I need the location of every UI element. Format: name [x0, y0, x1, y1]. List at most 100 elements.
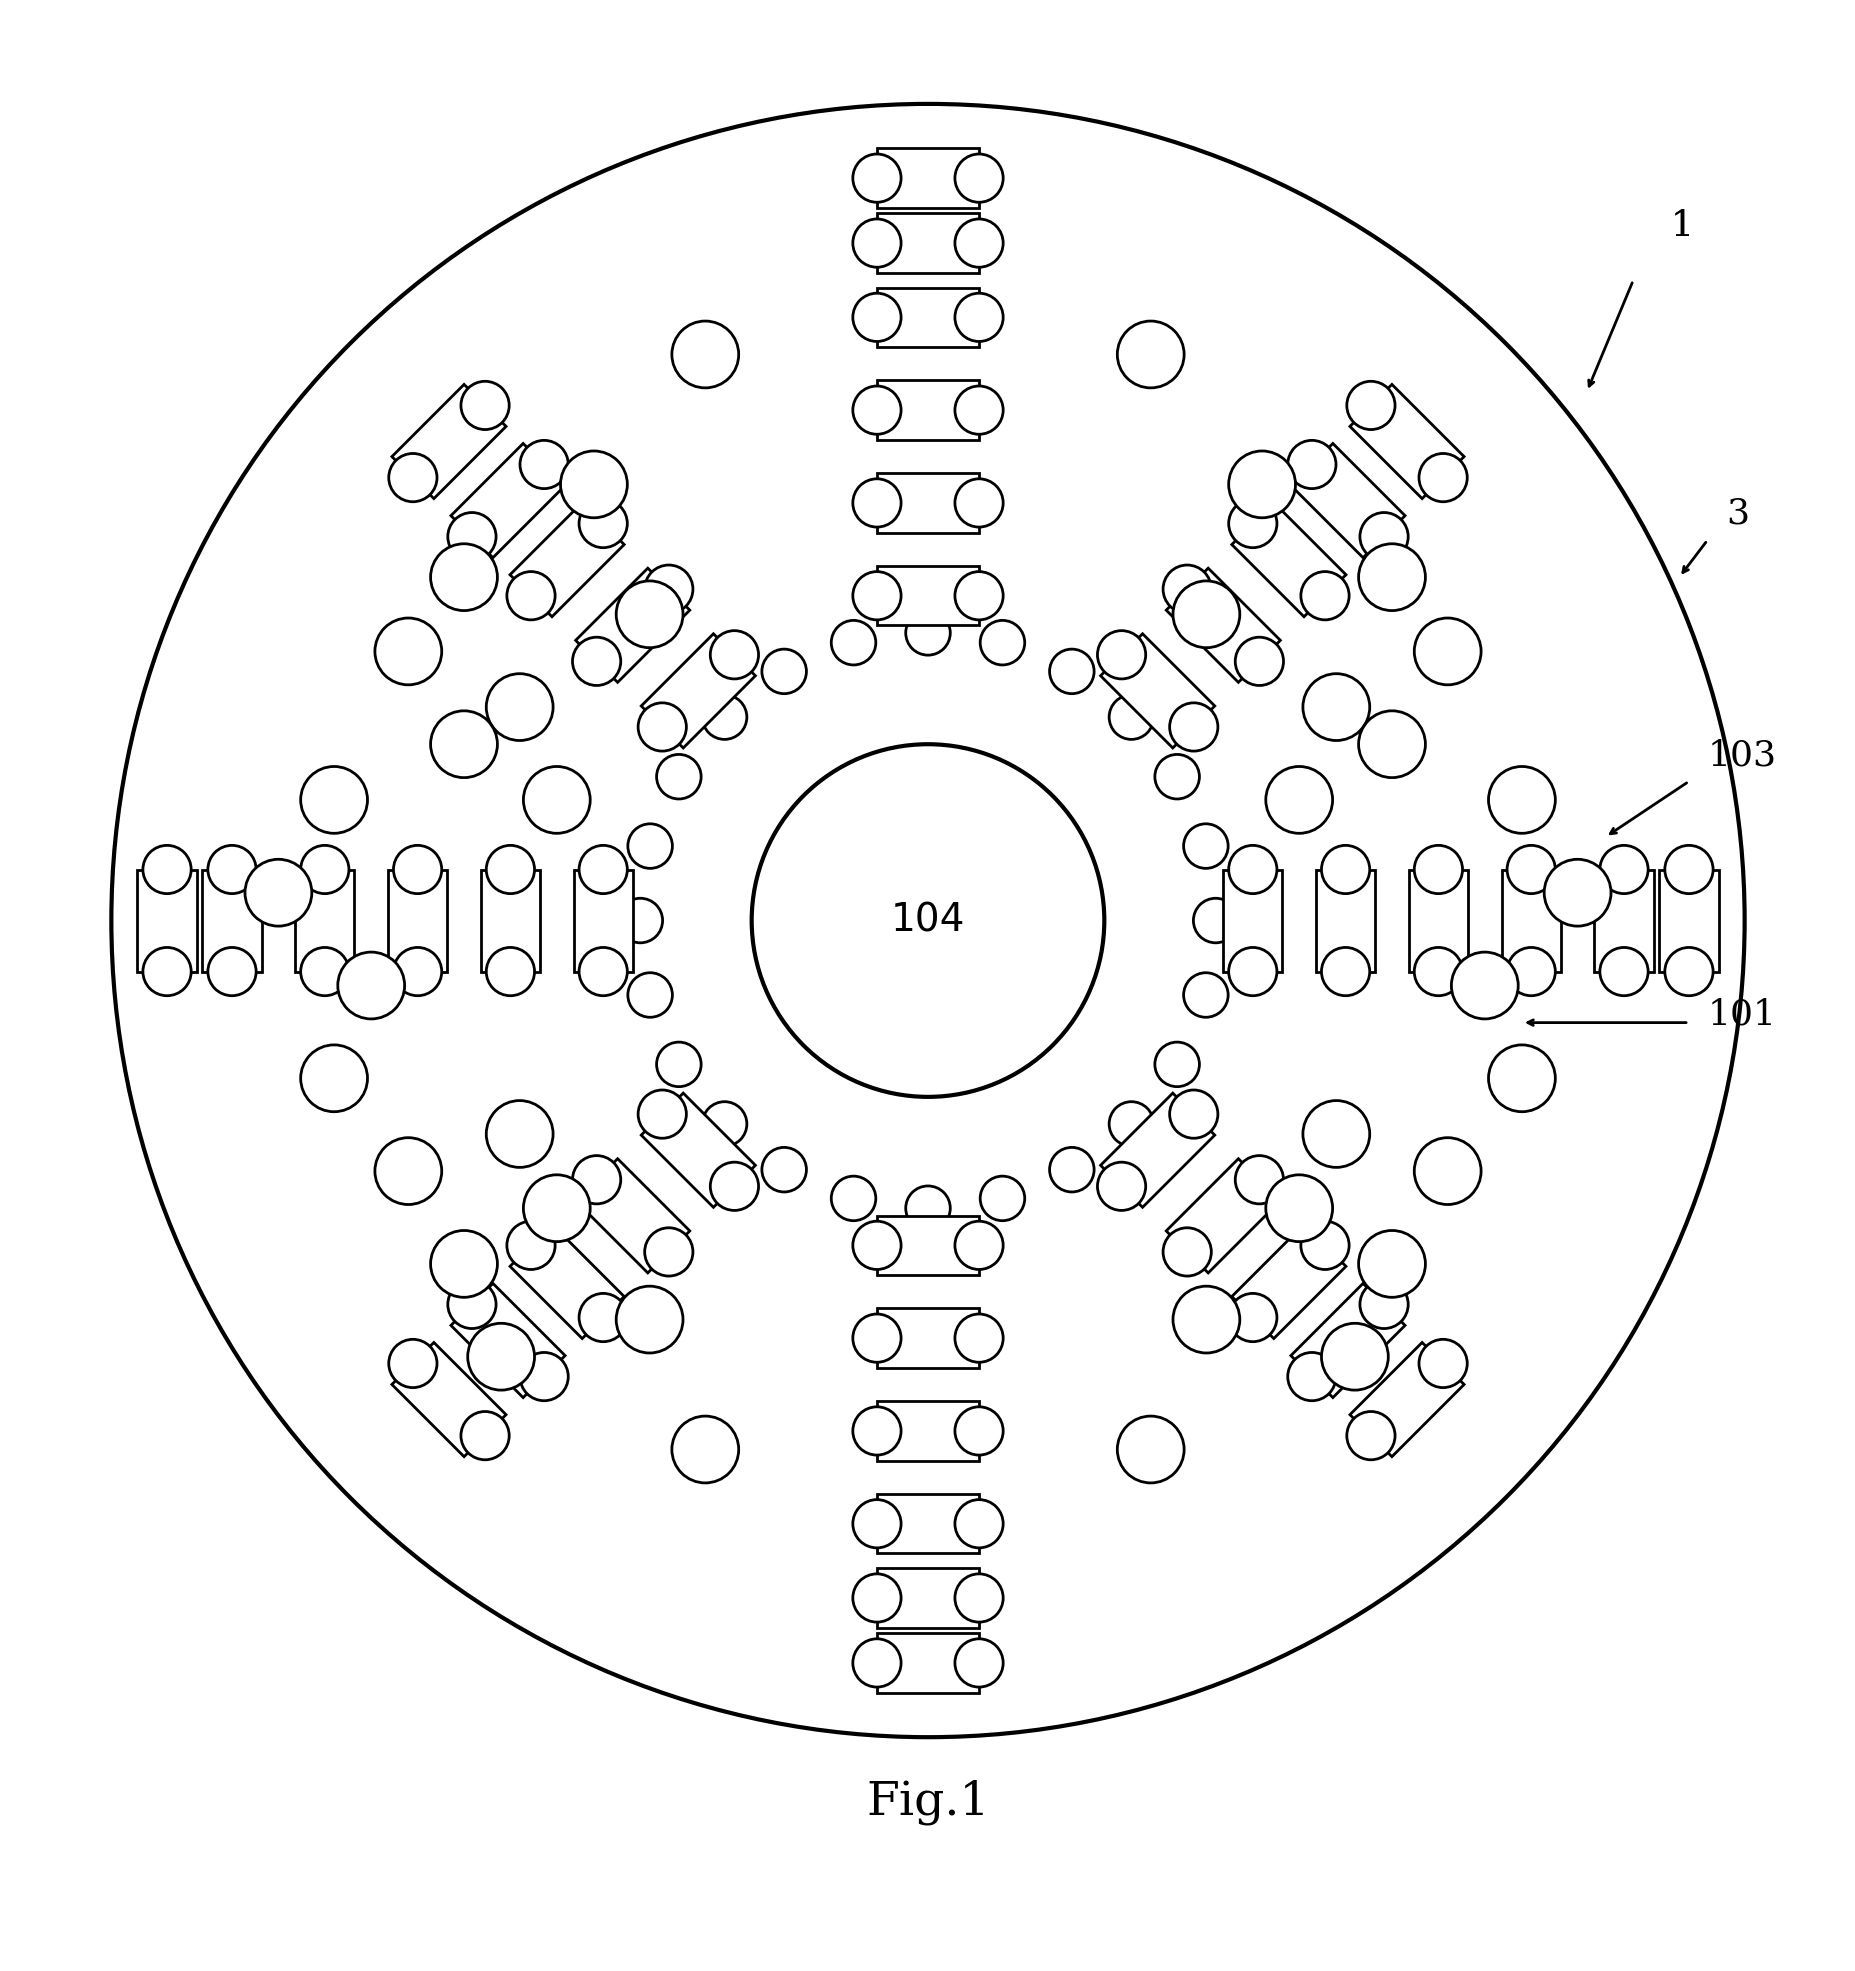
Circle shape: [1599, 846, 1647, 893]
Circle shape: [657, 1043, 701, 1086]
Circle shape: [1358, 544, 1425, 611]
Circle shape: [1235, 637, 1284, 686]
Circle shape: [393, 948, 441, 995]
Circle shape: [851, 572, 900, 619]
Circle shape: [1664, 846, 1712, 893]
Circle shape: [672, 321, 738, 388]
Circle shape: [851, 1407, 900, 1455]
Circle shape: [1228, 499, 1276, 548]
Polygon shape: [876, 1309, 979, 1368]
Polygon shape: [1291, 443, 1404, 558]
Circle shape: [644, 1228, 692, 1275]
Circle shape: [1228, 948, 1276, 995]
Polygon shape: [876, 148, 979, 207]
Circle shape: [638, 1090, 686, 1137]
Circle shape: [979, 1177, 1024, 1220]
Circle shape: [301, 1045, 367, 1112]
Circle shape: [1172, 1287, 1239, 1352]
Circle shape: [616, 581, 683, 648]
Circle shape: [1228, 451, 1295, 518]
Circle shape: [851, 1638, 900, 1687]
Circle shape: [579, 1293, 627, 1342]
Circle shape: [979, 621, 1024, 664]
Circle shape: [486, 674, 553, 741]
Circle shape: [851, 1315, 900, 1362]
Circle shape: [953, 1575, 1002, 1622]
Polygon shape: [876, 1216, 979, 1275]
Text: 103: 103: [1707, 737, 1775, 773]
Circle shape: [851, 479, 900, 526]
Circle shape: [905, 1187, 950, 1230]
Polygon shape: [876, 288, 979, 347]
Circle shape: [1302, 1100, 1369, 1167]
Text: 101: 101: [1707, 997, 1775, 1033]
Circle shape: [1163, 566, 1211, 613]
Polygon shape: [137, 869, 197, 972]
Circle shape: [1287, 1352, 1336, 1401]
Circle shape: [506, 1222, 555, 1269]
Polygon shape: [391, 384, 506, 499]
Circle shape: [519, 440, 568, 489]
Circle shape: [208, 948, 256, 995]
Polygon shape: [295, 869, 354, 972]
Circle shape: [953, 154, 1002, 203]
Circle shape: [1358, 1230, 1425, 1297]
Circle shape: [447, 1281, 495, 1328]
Polygon shape: [876, 1634, 979, 1693]
Polygon shape: [1349, 384, 1464, 499]
Circle shape: [1488, 767, 1554, 834]
Circle shape: [851, 1500, 900, 1547]
Circle shape: [1347, 380, 1395, 430]
Circle shape: [1506, 948, 1554, 995]
Circle shape: [571, 1155, 620, 1204]
Polygon shape: [1100, 1094, 1215, 1208]
Circle shape: [338, 952, 404, 1019]
Circle shape: [1183, 974, 1228, 1017]
Circle shape: [1050, 1147, 1093, 1192]
Circle shape: [1321, 1323, 1388, 1390]
Circle shape: [560, 451, 627, 518]
Circle shape: [1228, 846, 1276, 893]
Circle shape: [447, 512, 495, 562]
Circle shape: [388, 1340, 436, 1388]
Circle shape: [1228, 1293, 1276, 1342]
Circle shape: [388, 453, 436, 503]
Circle shape: [1109, 1102, 1154, 1147]
Circle shape: [579, 846, 627, 893]
Circle shape: [616, 1287, 683, 1352]
Polygon shape: [573, 869, 633, 972]
Polygon shape: [575, 568, 690, 682]
Circle shape: [1360, 1281, 1408, 1328]
Polygon shape: [1100, 635, 1215, 747]
Circle shape: [519, 1352, 568, 1401]
Circle shape: [506, 572, 555, 619]
Polygon shape: [1165, 568, 1280, 682]
Circle shape: [701, 1102, 746, 1147]
Circle shape: [761, 648, 807, 694]
Polygon shape: [575, 1159, 690, 1273]
Circle shape: [1300, 1222, 1349, 1269]
Circle shape: [245, 859, 312, 926]
Circle shape: [953, 386, 1002, 434]
Circle shape: [627, 974, 672, 1017]
Circle shape: [375, 619, 441, 684]
Circle shape: [1360, 512, 1408, 562]
Polygon shape: [1232, 503, 1345, 617]
Circle shape: [430, 1230, 497, 1297]
Polygon shape: [876, 1569, 979, 1628]
Circle shape: [523, 1175, 590, 1242]
Polygon shape: [451, 1283, 564, 1397]
Polygon shape: [202, 869, 262, 972]
Circle shape: [1154, 1043, 1198, 1086]
Circle shape: [1451, 952, 1517, 1019]
Circle shape: [1154, 755, 1198, 798]
Circle shape: [1414, 619, 1480, 684]
Text: 1: 1: [1670, 209, 1692, 242]
Circle shape: [1419, 1340, 1467, 1388]
Polygon shape: [1593, 869, 1653, 972]
Circle shape: [1300, 572, 1349, 619]
Circle shape: [953, 1315, 1002, 1362]
Polygon shape: [510, 1224, 623, 1338]
Polygon shape: [640, 635, 755, 747]
Circle shape: [1414, 846, 1462, 893]
